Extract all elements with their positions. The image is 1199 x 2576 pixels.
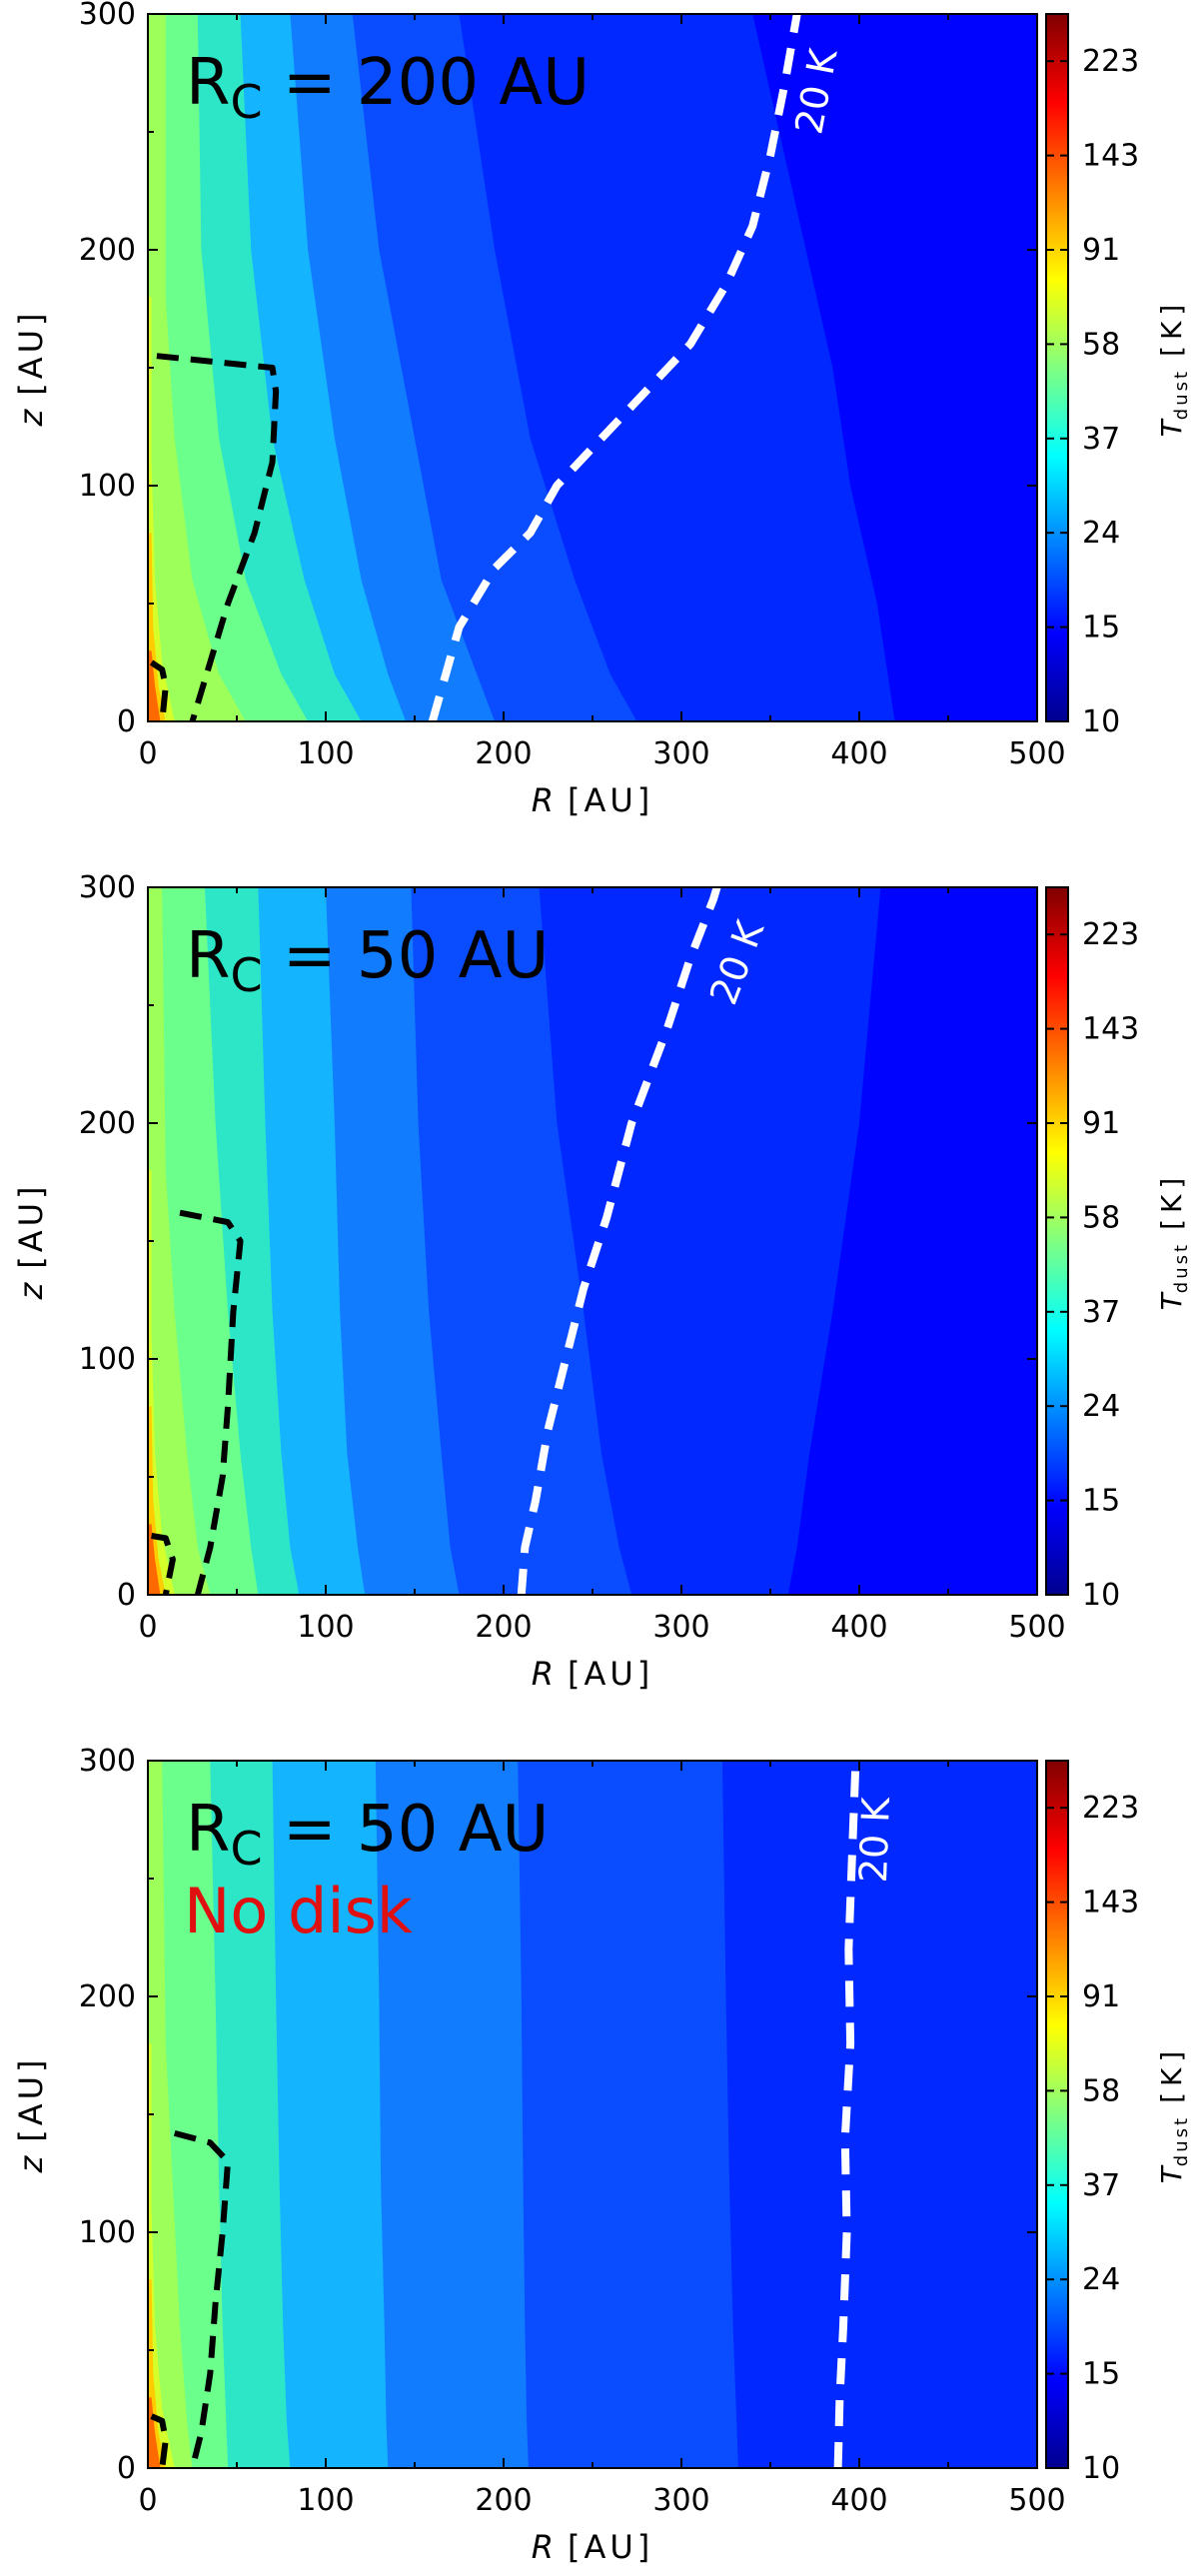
x-axis-label: R [AU]: [532, 1655, 654, 1693]
colorbar-tick-label: 58: [1082, 2073, 1120, 2108]
y-tick-label: 100: [79, 2215, 136, 2250]
panel-label: RC = 50 AU: [186, 919, 549, 1002]
colorbar-tick-label: 143: [1082, 1886, 1139, 1921]
x-tick-label: 500: [1008, 736, 1065, 771]
y-tick-label: 200: [79, 233, 136, 268]
x-axis-label: R [AU]: [532, 2528, 654, 2566]
temperature-band: [721, 1761, 1037, 2468]
isotherm-20k-line: [833, 1761, 860, 2468]
colorbar-tick-label: 24: [1082, 2262, 1120, 2297]
x-tick-label: 300: [652, 736, 709, 771]
isotherm-20k-line: [428, 14, 801, 721]
y-tick-label: 0: [117, 1578, 136, 1613]
x-tick-label: 400: [830, 736, 887, 771]
colorbar-tick-label: 15: [1082, 2357, 1120, 2392]
colorbar-tick-label: 10: [1082, 1578, 1120, 1613]
temperature-band: [148, 1170, 175, 1595]
colorbar-tick-label: 10: [1082, 2451, 1120, 2486]
x-tick-label: 300: [652, 1610, 709, 1645]
temperature-band: [787, 887, 1037, 1595]
x-tick-label: 400: [830, 2483, 887, 2518]
heatmap-plot-area: 20 K: [148, 14, 1037, 721]
colorbar-tick-label: 15: [1082, 1484, 1120, 1519]
y-tick-label: 300: [79, 1744, 136, 1779]
panel-label: RC = 50 AU: [186, 1793, 549, 1876]
colorbar: [1045, 1760, 1069, 2469]
isotherm-20k-line: [517, 887, 721, 1595]
x-tick-label: 0: [138, 736, 157, 771]
temperature-band: [148, 2043, 175, 2468]
x-tick-label: 500: [1008, 2483, 1065, 2518]
temperature-band: [148, 297, 175, 721]
colorbar-tick-label: 223: [1082, 44, 1139, 79]
x-tick-label: 100: [297, 736, 354, 771]
y-tick-label: 0: [117, 2451, 136, 2486]
x-tick-label: 200: [475, 736, 532, 771]
panel-1: 20 K 0 100 200 300 400 500 0 100 200 300 R [AU] z[AU]…: [12, 0, 1192, 819]
colorbar-label: Tdust[K]: [1155, 1172, 1192, 1311]
heatmap-plot-area: 20 K: [148, 1761, 1037, 2468]
colorbar-label: Tdust[K]: [1155, 299, 1192, 438]
temperature-band: [148, 2397, 161, 2468]
colorbar-tick-label: 91: [1082, 233, 1120, 268]
colorbar-tick-label: 223: [1082, 917, 1139, 952]
disk-contour-line: [156, 353, 280, 721]
colorbar-tick-label: 223: [1082, 1791, 1139, 1826]
colorbar-tick-label: 37: [1082, 2168, 1120, 2203]
disk-contour-line: [149, 659, 169, 721]
y-tick-label: 100: [79, 469, 136, 504]
temperature-band: [148, 650, 161, 721]
x-tick-label: 200: [475, 2483, 532, 2518]
y-axis-label: z[AU]: [12, 309, 50, 427]
colorbar-tick-label: 24: [1082, 1389, 1120, 1424]
colorbar-tick-label: 143: [1082, 139, 1139, 174]
y-tick-label: 300: [79, 870, 136, 905]
x-tick-label: 0: [138, 1610, 157, 1645]
disk-contour-line: [179, 1209, 244, 1595]
colorbar-tick-label: 37: [1082, 422, 1120, 457]
x-tick-label: 100: [297, 2483, 354, 2518]
colorbar-tick-label: 58: [1082, 1200, 1120, 1235]
panel-note: No disk: [184, 1875, 413, 1947]
y-tick-label: 300: [79, 0, 136, 32]
panel-3: 20 K 0 100 200 300 400 500 0 100 200 300 R [AU] z[AU]…: [12, 1744, 1192, 2566]
colorbar: [1045, 886, 1069, 1596]
y-tick-label: 200: [79, 1979, 136, 2014]
colorbar-tick-label: 143: [1082, 1012, 1139, 1047]
x-tick-label: 400: [830, 1610, 887, 1645]
temperature-band: [148, 1524, 161, 1595]
x-tick-label: 300: [652, 2483, 709, 2518]
colorbar-label: Tdust[K]: [1155, 2045, 1192, 2184]
y-tick-label: 0: [117, 704, 136, 739]
x-tick-label: 200: [475, 1610, 532, 1645]
panel-2: 20 K 0 100 200 300 400 500 0 100 200 300 R [AU] z[AU]…: [12, 870, 1192, 1693]
disk-contour-line: [173, 2129, 232, 2468]
colorbar-tick-label: 91: [1082, 1979, 1120, 2014]
y-axis-label: z[AU]: [12, 2055, 50, 2173]
colorbar-tick-label: 58: [1082, 327, 1120, 362]
disk-contour-line: [151, 1533, 176, 1595]
panel-label: RC = 200 AU: [186, 46, 590, 129]
colorbar-tick-label: 37: [1082, 1295, 1120, 1330]
colorbar-tick-label: 10: [1082, 704, 1120, 739]
x-axis-label: R [AU]: [532, 781, 654, 819]
colorbar-tick-label: 91: [1082, 1106, 1120, 1141]
colorbar: [1045, 13, 1069, 722]
heatmap-plot-area: 20 K: [148, 887, 1037, 1595]
colorbar-tick-label: 15: [1082, 611, 1120, 645]
x-tick-label: 500: [1008, 1610, 1065, 1645]
temperature-band: [752, 14, 1037, 721]
x-tick-label: 0: [138, 2483, 157, 2518]
y-tick-label: 100: [79, 1342, 136, 1377]
y-axis-label: z[AU]: [12, 1182, 50, 1300]
colorbar-tick-label: 24: [1082, 516, 1120, 551]
disk-contour-line: [150, 2413, 169, 2468]
isotherm-label: 20 K: [851, 1796, 898, 1884]
y-tick-label: 200: [79, 1106, 136, 1141]
x-tick-label: 100: [297, 1610, 354, 1645]
